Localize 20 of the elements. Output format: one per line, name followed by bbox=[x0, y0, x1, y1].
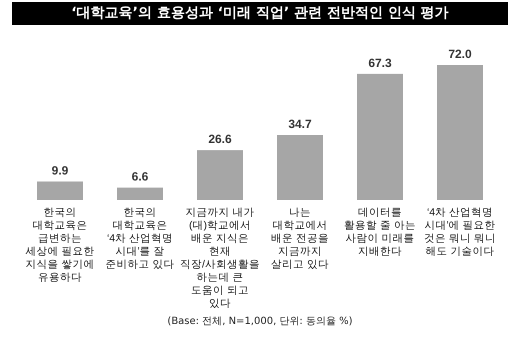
x-tick-label: 한국의 대학교육은 급변하는 세상에 필요한 지식을 쌓기에 유용하다 bbox=[26, 206, 94, 284]
x-tick-label: ‘4차 산업혁명 시대’에 필요한 것은 뭐니 뭐니 해도 기술이다 bbox=[424, 206, 496, 258]
x-tick-label: 지금까지 내가 (대)학교에서 배운 지식은 현재 직장/사회생활을 하는데 큰 도움이 되고 있다 bbox=[180, 206, 260, 310]
bar bbox=[277, 134, 323, 200]
bar bbox=[37, 181, 83, 200]
text: (Base: 전체, N=1,000, 단위: 동의율 %) bbox=[166, 315, 354, 328]
data-label: 26.6 bbox=[208, 132, 232, 146]
bar bbox=[197, 150, 243, 200]
chart-title: ‘대학교육’의 효용성과 ‘미래 직업’ 관련 전반적인 인식 평가 bbox=[12, 2, 508, 25]
bar bbox=[437, 65, 483, 200]
bar bbox=[357, 74, 403, 200]
data-label: 9.9 bbox=[52, 163, 69, 178]
data-label: 72.0 bbox=[448, 47, 472, 61]
x-tick-label: 데이터를 활용할 줄 아는 사람이 미래를 지배한다 bbox=[344, 206, 416, 258]
x-tick-label: 한국의 대학교육은 ‘4차 산업혁명 시대’를 잘 준비하고 있다 bbox=[106, 206, 174, 270]
data-label: 34.7 bbox=[288, 116, 312, 131]
x-tick-label: 나는 대학교에서 배운 전공을 지금까지 살리고 있다 bbox=[271, 206, 329, 270]
data-label: 6.6 bbox=[132, 170, 149, 184]
bar bbox=[117, 188, 163, 200]
data-label: 67.3 bbox=[368, 56, 392, 70]
